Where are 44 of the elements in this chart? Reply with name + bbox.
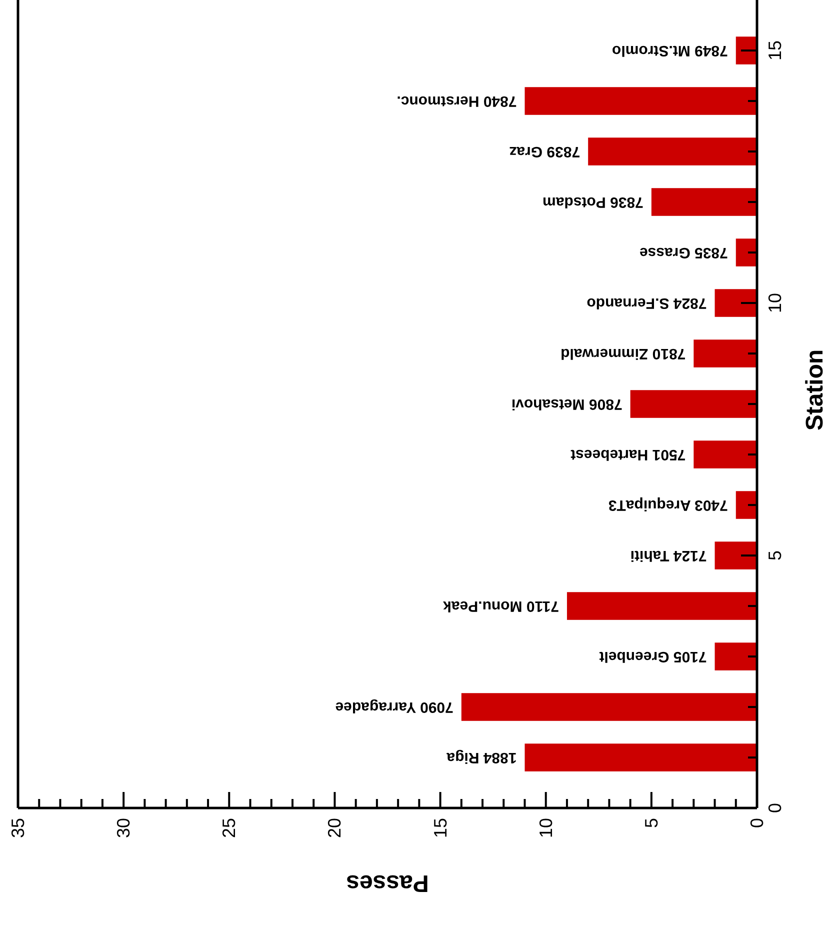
annotation: 1884 Riga [446, 749, 517, 766]
x-tick-label: 15 [430, 818, 450, 838]
bar [736, 491, 757, 519]
annotation: 7806 Metsahovi [511, 396, 622, 412]
x-tick-label: 25 [219, 818, 240, 838]
bar [714, 289, 757, 317]
y-tick-label: 0 [765, 802, 785, 814]
bar [524, 87, 757, 115]
x-tick-label: 10 [536, 818, 556, 838]
bar [736, 36, 757, 64]
annotation: 7124 Tahiti [630, 547, 707, 564]
annotation: 7090 Yarragadee [335, 698, 454, 716]
annotation: 7810 Zimmerwald [560, 345, 686, 362]
annotation: 7403 ArequipaT3 [608, 496, 728, 514]
annotation: 7836 Potsdam [542, 194, 644, 210]
x-tick-label: 20 [324, 818, 345, 838]
bar [694, 440, 757, 468]
bar [651, 188, 757, 216]
y-axis-title: Station [802, 349, 828, 431]
y-tick-label: 5 [765, 550, 785, 561]
x-tick-label: 35 [8, 818, 28, 838]
bar [714, 542, 757, 570]
annotation: 7110 Monu.Peak [442, 598, 559, 614]
annotation: 7839 Graz [509, 143, 580, 160]
bar [461, 693, 757, 721]
x-axis-title: Passes [346, 870, 429, 896]
bar [694, 340, 757, 368]
bar [714, 642, 757, 670]
bar [736, 238, 757, 266]
x-tick-label: 5 [641, 818, 662, 828]
x-tick-label: 30 [114, 818, 134, 838]
bar [524, 744, 757, 772]
bar [588, 138, 757, 166]
annotation: 7840 Herstmonc. [396, 92, 517, 110]
y-tick-label: 15 [765, 40, 785, 61]
x-tick-label: 0 [747, 818, 767, 828]
bar [566, 592, 757, 620]
annotation: 7824 S.Fernando [586, 294, 707, 312]
annotation: 7501 Hartebeest [570, 446, 686, 463]
y-tick-label: 10 [765, 292, 785, 314]
annotation: 7849 Mt.Stromlo [612, 42, 728, 59]
annotation: 7835 Grasse [639, 244, 728, 261]
bar [630, 390, 757, 418]
annotation: 7105 Greenbelt [599, 648, 707, 665]
